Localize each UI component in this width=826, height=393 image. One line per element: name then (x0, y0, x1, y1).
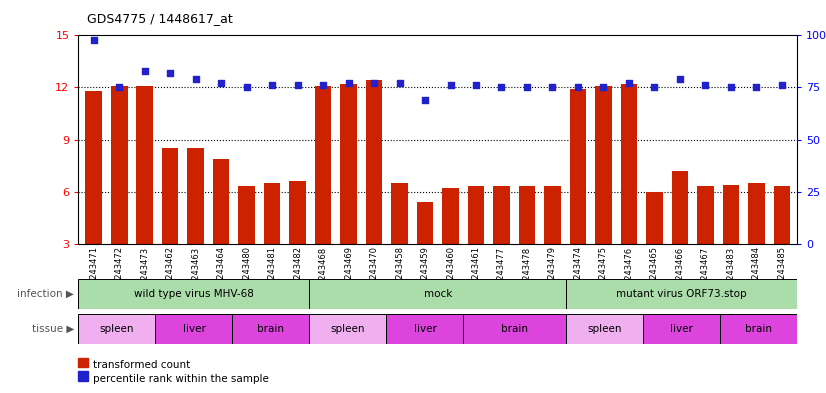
Bar (620, 84, 637, 244)
Point (265, 82, 278, 88)
Text: percentile rank within the sample: percentile rank within the sample (93, 374, 268, 384)
Text: tissue ▶: tissue ▶ (32, 324, 74, 334)
Point (546, 84, 559, 90)
Bar (773, 186, 790, 244)
Bar (468, 186, 484, 244)
Point (750, 84, 763, 90)
Bar (315, 86, 331, 244)
Text: spleen: spleen (587, 324, 622, 334)
Point (291, 82, 304, 88)
Bar (232, 314, 310, 344)
Point (215, 80, 228, 86)
Bar (720, 314, 797, 344)
Point (240, 84, 254, 90)
Point (112, 84, 126, 90)
Bar (111, 86, 127, 244)
Text: brain: brain (258, 324, 284, 334)
Bar (519, 186, 535, 244)
Bar (162, 148, 178, 244)
Point (88, 37, 101, 43)
Bar (643, 314, 720, 344)
Bar (188, 148, 204, 244)
Text: wild type virus MHV-68: wild type virus MHV-68 (134, 289, 254, 299)
Point (444, 82, 457, 88)
Bar (596, 86, 612, 244)
Text: mock: mock (424, 289, 452, 299)
Point (393, 80, 406, 86)
Bar (78, 279, 310, 309)
Point (622, 80, 635, 86)
Bar (748, 183, 765, 244)
Point (469, 82, 482, 88)
Bar (493, 186, 510, 244)
Bar (392, 183, 408, 244)
Point (572, 84, 585, 90)
Point (164, 70, 177, 76)
Point (724, 84, 738, 90)
Bar (566, 314, 643, 344)
Text: brain: brain (745, 324, 772, 334)
Bar (289, 181, 306, 244)
Point (775, 82, 788, 88)
Text: mutant virus ORF73.stop: mutant virus ORF73.stop (616, 289, 747, 299)
Point (342, 80, 355, 86)
Text: liver: liver (414, 324, 436, 334)
Bar (310, 314, 387, 344)
Bar (544, 186, 561, 244)
Text: GDS4775 / 1448617_at: GDS4775 / 1448617_at (87, 12, 232, 25)
Bar (136, 86, 153, 244)
Bar (697, 186, 714, 244)
Text: infection ▶: infection ▶ (17, 289, 74, 299)
Text: liver: liver (670, 324, 693, 334)
Bar (263, 183, 280, 244)
Bar (239, 186, 255, 244)
Bar (723, 185, 739, 244)
Bar (78, 314, 155, 344)
Point (189, 76, 202, 82)
Text: transformed count: transformed count (93, 360, 190, 370)
Bar (570, 89, 586, 244)
Point (419, 97, 432, 103)
Bar (646, 191, 662, 244)
Bar (442, 188, 458, 244)
Bar (155, 314, 232, 344)
Bar (340, 84, 357, 244)
Bar (387, 314, 463, 344)
Bar (366, 81, 382, 244)
Bar (213, 159, 230, 244)
Text: spleen: spleen (330, 324, 365, 334)
Text: brain: brain (501, 324, 529, 334)
Bar (566, 279, 797, 309)
Point (520, 84, 534, 90)
Point (316, 82, 330, 88)
Bar (463, 314, 566, 344)
Point (597, 84, 610, 90)
Bar (310, 279, 566, 309)
Point (368, 80, 381, 86)
Bar (672, 171, 688, 244)
Text: spleen: spleen (100, 324, 134, 334)
Bar (85, 91, 102, 244)
Point (699, 82, 712, 88)
Point (495, 84, 508, 90)
Point (648, 84, 661, 90)
Point (138, 68, 151, 74)
Bar (417, 202, 434, 244)
Point (673, 76, 686, 82)
Text: liver: liver (183, 324, 206, 334)
